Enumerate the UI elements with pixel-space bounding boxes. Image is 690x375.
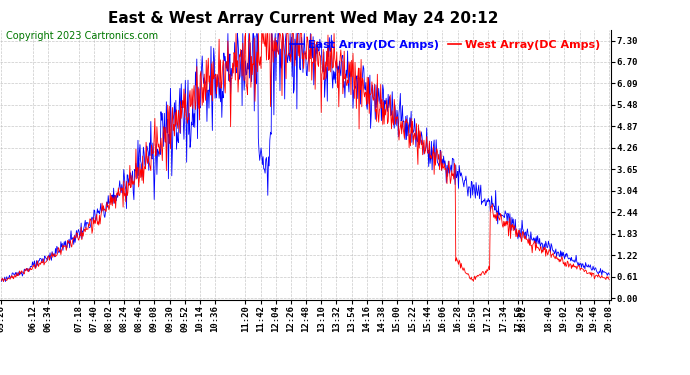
Text: East & West Array Current Wed May 24 20:12: East & West Array Current Wed May 24 20:…: [108, 11, 499, 26]
Text: Copyright 2023 Cartronics.com: Copyright 2023 Cartronics.com: [6, 32, 158, 41]
Legend: East Array(DC Amps), West Array(DC Amps): East Array(DC Amps), West Array(DC Amps): [286, 36, 605, 54]
